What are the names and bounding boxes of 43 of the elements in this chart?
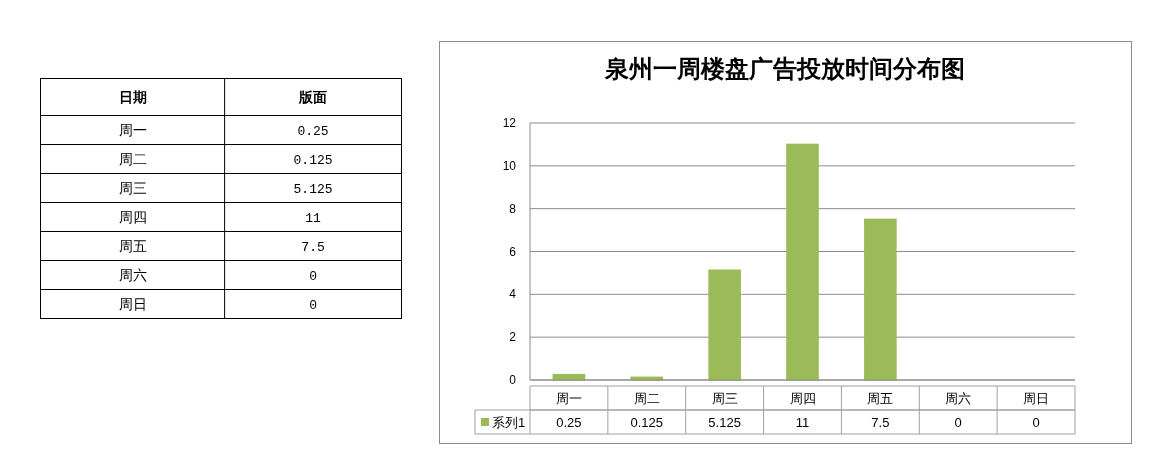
table-cell: 周三 (118, 180, 147, 196)
table-cell: 周日 (118, 296, 147, 312)
bar (864, 218, 897, 381)
table-cell: 周二 (118, 151, 147, 167)
x-tick-label: 周三 (711, 391, 738, 406)
y-tick-label: 4 (509, 287, 517, 302)
x-tick-label: 周五 (867, 391, 894, 406)
data-label: 11 (795, 415, 810, 430)
x-tick-label: 周四 (789, 391, 816, 406)
chart-title: 泉州一周楼盘广告投放时间分布图 (604, 55, 965, 82)
x-tick-label: 周日 (1023, 391, 1050, 406)
legend-label: 系列1 (492, 415, 526, 430)
legend: 系列1 (481, 415, 526, 430)
y-tick-label: 8 (509, 201, 517, 216)
y-tick-label: 0 (509, 373, 517, 387)
bar (708, 269, 741, 381)
x-tick-label: 周二 (633, 391, 660, 406)
data-label: 0 (954, 415, 962, 430)
y-tick-label: 10 (502, 158, 517, 173)
table-cell: 11 (305, 211, 321, 226)
data-label: 0 (1032, 415, 1040, 430)
table-cell: 0 (309, 298, 317, 313)
table-cell: 周五 (118, 238, 147, 254)
table-cell: 周六 (118, 267, 147, 283)
table-cell: 0 (309, 269, 317, 284)
table-cell: 周四 (118, 209, 147, 225)
y-tick-label: 12 (502, 116, 517, 130)
y-tick-label: 6 (509, 244, 517, 259)
data-label: 0.125 (630, 415, 664, 430)
bar (786, 143, 819, 381)
table-cell: 5.125 (293, 182, 333, 197)
table-cell: 0.25 (297, 124, 329, 139)
table-header: 版面 (299, 89, 328, 105)
table-cell: 7.5 (301, 240, 325, 255)
x-tick-label: 周一 (555, 391, 582, 406)
table-cell: 周一 (118, 122, 147, 138)
table-header: 日期 (118, 89, 147, 105)
x-tick-label: 周六 (945, 391, 972, 406)
data-label: 7.5 (871, 415, 890, 430)
y-tick-label: 2 (509, 330, 517, 345)
data-label: 0.25 (556, 415, 582, 430)
data-label: 5.125 (708, 415, 741, 430)
table-cell: 0.125 (293, 153, 333, 168)
